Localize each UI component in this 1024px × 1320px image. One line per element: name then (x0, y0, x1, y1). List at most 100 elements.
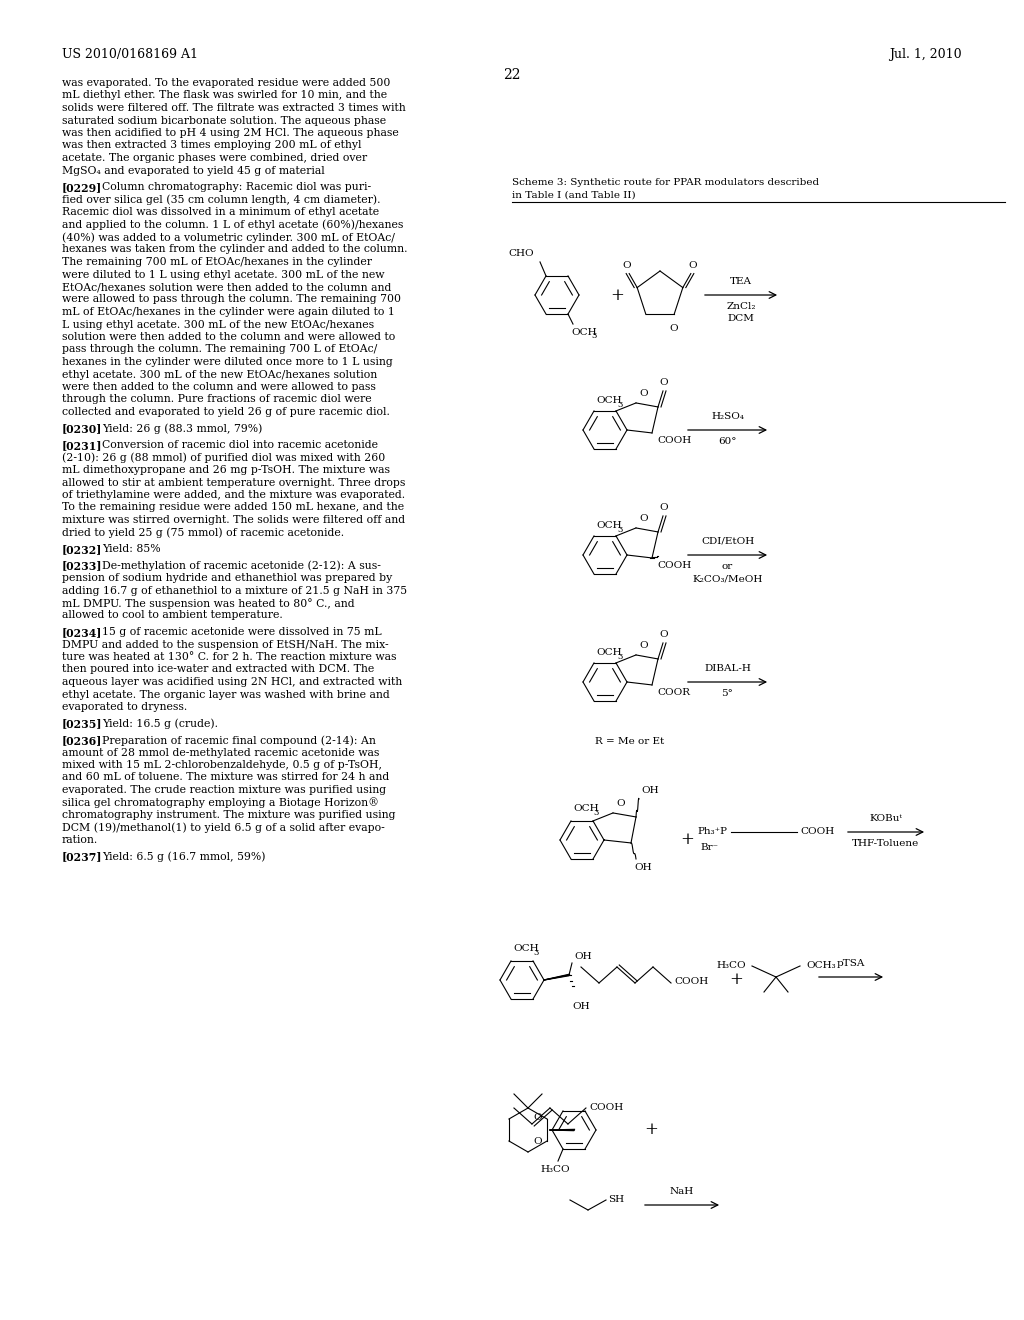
Text: CHO: CHO (508, 249, 534, 257)
Text: chromatography instrument. The mixture was purified using: chromatography instrument. The mixture w… (62, 810, 395, 820)
Text: solids were filtered off. The filtrate was extracted 3 times with: solids were filtered off. The filtrate w… (62, 103, 406, 114)
Text: 15 g of racemic acetonide were dissolved in 75 mL: 15 g of racemic acetonide were dissolved… (102, 627, 382, 638)
Text: COOH: COOH (589, 1104, 624, 1113)
Text: Racemic diol was dissolved in a minimum of ethyl acetate: Racemic diol was dissolved in a minimum … (62, 207, 379, 216)
Text: O: O (623, 260, 632, 269)
Text: allowed to cool to ambient temperature.: allowed to cool to ambient temperature. (62, 610, 283, 620)
Text: amount of 28 mmol de-methylated racemic acetonide was: amount of 28 mmol de-methylated racemic … (62, 747, 379, 758)
Text: COOH: COOH (657, 561, 691, 570)
Text: ethyl acetate. The organic layer was washed with brine and: ethyl acetate. The organic layer was was… (62, 689, 390, 700)
Text: O: O (639, 642, 647, 649)
Text: DIBAL-H: DIBAL-H (705, 664, 751, 673)
Text: O: O (639, 389, 647, 397)
Text: were diluted to 1 L using ethyl acetate. 300 mL of the new: were diluted to 1 L using ethyl acetate.… (62, 269, 384, 280)
Text: ture was heated at 130° C. for 2 h. The reaction mixture was: ture was heated at 130° C. for 2 h. The … (62, 652, 396, 663)
Text: COOR: COOR (657, 688, 690, 697)
Text: Yield: 6.5 g (16.7 mmol, 59%): Yield: 6.5 g (16.7 mmol, 59%) (102, 851, 266, 862)
Text: ration.: ration. (62, 836, 98, 845)
Text: mixture was stirred overnight. The solids were filtered off and: mixture was stirred overnight. The solid… (62, 515, 406, 525)
Text: O: O (688, 260, 697, 269)
Text: Scheme 3: Synthetic route for PPAR modulators described: Scheme 3: Synthetic route for PPAR modul… (512, 178, 819, 187)
Text: COOH: COOH (800, 828, 835, 837)
Text: OCH: OCH (596, 521, 622, 529)
Text: mL diethyl ether. The flask was swirled for 10 min, and the: mL diethyl ether. The flask was swirled … (62, 91, 387, 100)
Text: [0233]: [0233] (62, 561, 102, 572)
Text: DCM (19)/methanol(1) to yield 6.5 g of a solid after evapo-: DCM (19)/methanol(1) to yield 6.5 g of a… (62, 822, 385, 833)
Text: DCM: DCM (728, 314, 755, 323)
Text: O: O (534, 1137, 542, 1146)
Text: through the column. Pure fractions of racemic diol were: through the column. Pure fractions of ra… (62, 395, 372, 404)
Text: [0237]: [0237] (62, 851, 102, 862)
Text: [0229]: [0229] (62, 182, 102, 193)
Text: OH: OH (574, 952, 592, 961)
Text: or: or (722, 562, 733, 572)
Text: H₂SO₄: H₂SO₄ (711, 412, 744, 421)
Text: was then extracted 3 times employing 200 mL of ethyl: was then extracted 3 times employing 200… (62, 140, 361, 150)
Text: 22: 22 (503, 69, 521, 82)
Text: Yield: 26 g (88.3 mmol, 79%): Yield: 26 g (88.3 mmol, 79%) (102, 424, 263, 434)
Text: 3: 3 (534, 949, 539, 957)
Text: [0234]: [0234] (62, 627, 102, 638)
Text: (40%) was added to a volumetric cylinder. 300 mL of EtOAc/: (40%) was added to a volumetric cylinder… (62, 232, 395, 243)
Text: Yield: 16.5 g (crude).: Yield: 16.5 g (crude). (102, 718, 218, 729)
Text: OCH: OCH (513, 944, 539, 953)
Text: Br⁻: Br⁻ (700, 843, 718, 853)
Text: KOBuᵗ: KOBuᵗ (869, 814, 902, 822)
Text: aqueous layer was acidified using 2N HCl, and extracted with: aqueous layer was acidified using 2N HCl… (62, 677, 402, 686)
Text: O: O (659, 378, 669, 387)
Text: ZnCl₂: ZnCl₂ (726, 302, 756, 312)
Text: pension of sodium hydride and ethanethiol was prepared by: pension of sodium hydride and ethanethio… (62, 573, 392, 583)
Text: [0235]: [0235] (62, 718, 102, 730)
Text: evaporated. The crude reaction mixture was purified using: evaporated. The crude reaction mixture w… (62, 785, 386, 795)
Text: and 60 mL of toluene. The mixture was stirred for 24 h and: and 60 mL of toluene. The mixture was st… (62, 772, 389, 783)
Text: Jul. 1, 2010: Jul. 1, 2010 (890, 48, 962, 61)
Text: OH: OH (572, 1002, 590, 1011)
Text: mL DMPU. The suspension was heated to 80° C., and: mL DMPU. The suspension was heated to 80… (62, 598, 354, 609)
Text: +: + (680, 832, 694, 849)
Text: CDI/EtOH: CDI/EtOH (700, 537, 754, 546)
Text: OH: OH (634, 863, 651, 873)
Text: The remaining 700 mL of EtOAc/hexanes in the cylinder: The remaining 700 mL of EtOAc/hexanes in… (62, 257, 372, 267)
Text: acetate. The organic phases were combined, dried over: acetate. The organic phases were combine… (62, 153, 368, 162)
Text: DMPU and added to the suspension of EtSH/NaH. The mix-: DMPU and added to the suspension of EtSH… (62, 639, 389, 649)
Text: pass through the column. The remaining 700 L of EtOAc/: pass through the column. The remaining 7… (62, 345, 377, 355)
Text: Yield: 85%: Yield: 85% (102, 544, 161, 554)
Text: 5°: 5° (722, 689, 733, 698)
Text: 3: 3 (617, 401, 623, 409)
Text: 3: 3 (617, 525, 623, 535)
Text: were then added to the column and were allowed to pass: were then added to the column and were a… (62, 381, 376, 392)
Text: saturated sodium bicarbonate solution. The aqueous phase: saturated sodium bicarbonate solution. T… (62, 116, 386, 125)
Text: pTSA: pTSA (837, 960, 865, 968)
Text: +: + (610, 286, 624, 304)
Text: [0230]: [0230] (62, 424, 102, 434)
Text: OCH: OCH (573, 804, 599, 813)
Text: 3: 3 (593, 809, 598, 817)
Text: Conversion of racemic diol into racemic acetonide: Conversion of racemic diol into racemic … (102, 440, 379, 450)
Text: EtOAc/hexanes solution were then added to the column and: EtOAc/hexanes solution were then added t… (62, 282, 391, 292)
Text: OCH: OCH (596, 396, 622, 405)
Text: O: O (534, 1113, 542, 1122)
Text: evaporated to dryness.: evaporated to dryness. (62, 702, 187, 711)
Text: H₃CO: H₃CO (717, 961, 746, 969)
Text: dried to yield 25 g (75 mmol) of racemic acetonide.: dried to yield 25 g (75 mmol) of racemic… (62, 528, 344, 539)
Text: (2-10): 26 g (88 mmol) of purified diol was mixed with 260: (2-10): 26 g (88 mmol) of purified diol … (62, 453, 385, 463)
Text: K₂CO₃/MeOH: K₂CO₃/MeOH (692, 574, 763, 583)
Text: solution were then added to the column and were allowed to: solution were then added to the column a… (62, 333, 395, 342)
Text: De-methylation of racemic acetonide (2-12): A sus-: De-methylation of racemic acetonide (2-1… (102, 561, 381, 572)
Text: ethyl acetate. 300 mL of the new EtOAc/hexanes solution: ethyl acetate. 300 mL of the new EtOAc/h… (62, 370, 377, 380)
Text: O: O (659, 630, 669, 639)
Text: L using ethyl acetate. 300 mL of the new EtOAc/hexanes: L using ethyl acetate. 300 mL of the new… (62, 319, 374, 330)
Text: of triethylamine were added, and the mixture was evaporated.: of triethylamine were added, and the mix… (62, 490, 406, 500)
Text: MgSO₄ and evaporated to yield 45 g of material: MgSO₄ and evaporated to yield 45 g of ma… (62, 165, 325, 176)
Text: then poured into ice-water and extracted with DCM. The: then poured into ice-water and extracted… (62, 664, 374, 675)
Text: Preparation of racemic final compound (2-14): An: Preparation of racemic final compound (2… (102, 735, 376, 746)
Text: and applied to the column. 1 L of ethyl acetate (60%)/hexanes: and applied to the column. 1 L of ethyl … (62, 219, 403, 230)
Text: collected and evaporated to yield 26 g of pure racemic diol.: collected and evaporated to yield 26 g o… (62, 407, 390, 417)
Text: +: + (729, 972, 743, 989)
Text: O: O (659, 503, 669, 512)
Text: mixed with 15 mL 2-chlorobenzaldehyde, 0.5 g of p-TsOH,: mixed with 15 mL 2-chlorobenzaldehyde, 0… (62, 760, 382, 770)
Text: +: + (644, 1122, 657, 1138)
Text: mL dimethoxypropane and 26 mg p-TsOH. The mixture was: mL dimethoxypropane and 26 mg p-TsOH. Th… (62, 465, 390, 475)
Text: R = Me or Et: R = Me or Et (595, 737, 665, 746)
Text: SH: SH (608, 1196, 624, 1204)
